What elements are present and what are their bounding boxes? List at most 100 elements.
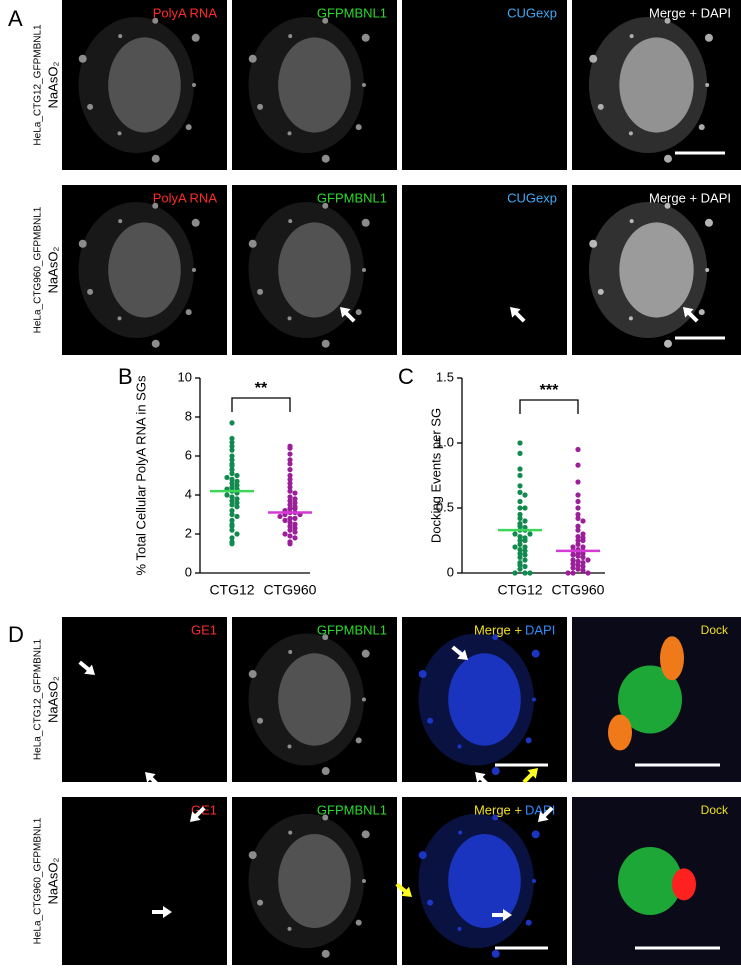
data-point [570, 544, 576, 550]
arrow-shape [475, 772, 491, 788]
channel-label: GE1 [191, 622, 217, 637]
granule [589, 54, 598, 63]
granule [322, 814, 329, 821]
granule [257, 717, 264, 724]
micrograph [232, 797, 397, 965]
arrow-shape [683, 307, 699, 323]
data-point [234, 504, 240, 510]
data-point [287, 461, 293, 467]
granule [257, 288, 264, 295]
data-point [517, 534, 523, 540]
data-point [575, 541, 581, 548]
granule [531, 830, 540, 839]
data-point [522, 544, 528, 550]
granule [152, 17, 159, 24]
micrograph [232, 185, 397, 355]
granule [355, 919, 362, 926]
data-point [229, 502, 235, 508]
data-point [229, 523, 235, 529]
data-point [580, 544, 586, 550]
granule [151, 339, 160, 348]
data-point [517, 472, 523, 479]
data-point [575, 527, 581, 533]
data-point [287, 457, 293, 463]
data-point [292, 525, 298, 531]
arrow [492, 909, 512, 921]
arrow [145, 772, 161, 788]
granule [532, 879, 536, 883]
granule [362, 697, 366, 702]
arrow-shape [492, 909, 512, 921]
significance-label: *** [540, 382, 559, 399]
data-point [570, 557, 576, 563]
micrograph [402, 0, 567, 170]
data-point [517, 547, 523, 553]
granule [629, 34, 634, 39]
data-point [229, 484, 235, 490]
data-point [517, 523, 523, 529]
data-point [522, 537, 528, 544]
data-point [229, 508, 235, 514]
data-point [517, 489, 523, 495]
data-point [229, 480, 235, 486]
granule [525, 919, 532, 926]
granule [491, 949, 500, 958]
granule [427, 899, 434, 906]
granule [151, 154, 160, 163]
data-point [287, 533, 293, 539]
cell-body [248, 202, 364, 338]
data-point [580, 550, 586, 557]
data-point [575, 479, 581, 485]
granule [117, 316, 122, 321]
data-point [234, 513, 240, 520]
granule [418, 670, 427, 679]
data-point [292, 490, 298, 496]
data-point [522, 518, 528, 524]
data-point [580, 554, 586, 561]
arrow [395, 882, 412, 897]
channel-label: CUGexp [507, 5, 557, 20]
data-point [575, 534, 581, 540]
micrograph [232, 617, 397, 782]
granule [704, 33, 713, 42]
data-point [517, 541, 523, 548]
data-point [570, 561, 576, 567]
panel-letter: C [398, 364, 414, 389]
data-point [580, 567, 586, 574]
granule [492, 634, 499, 641]
arrow [78, 660, 95, 675]
y-tick-label: 10 [178, 369, 192, 384]
granule [361, 649, 370, 658]
data-point [292, 500, 298, 506]
treatment-label: NaAsO₂ [45, 62, 60, 109]
data-point [575, 505, 581, 511]
granule [248, 670, 257, 679]
granule [257, 899, 264, 906]
granule [698, 309, 705, 316]
channel-label: Merge + DAPI [649, 190, 731, 205]
data-point [512, 544, 518, 550]
data-point [287, 498, 293, 504]
data-point [585, 570, 591, 576]
data-point [522, 548, 528, 554]
cell-line-label: HeLa_CTG960_GFPMBNL1 [33, 206, 44, 333]
arrow [522, 768, 538, 784]
data-point [229, 511, 235, 518]
granule [361, 33, 370, 42]
nucleus [448, 653, 521, 746]
granule [491, 767, 500, 776]
data-point [287, 541, 293, 547]
data-point [517, 498, 523, 505]
granule [705, 268, 710, 272]
data-point [580, 560, 586, 566]
granule [322, 634, 329, 641]
granule [87, 103, 94, 110]
data-point [580, 531, 586, 537]
granule [321, 154, 330, 163]
data-point [575, 537, 581, 544]
granule [321, 949, 330, 958]
granule [663, 154, 672, 163]
y-tick-label: 0 [185, 564, 192, 579]
data-point [287, 480, 293, 486]
data-point [517, 554, 523, 561]
